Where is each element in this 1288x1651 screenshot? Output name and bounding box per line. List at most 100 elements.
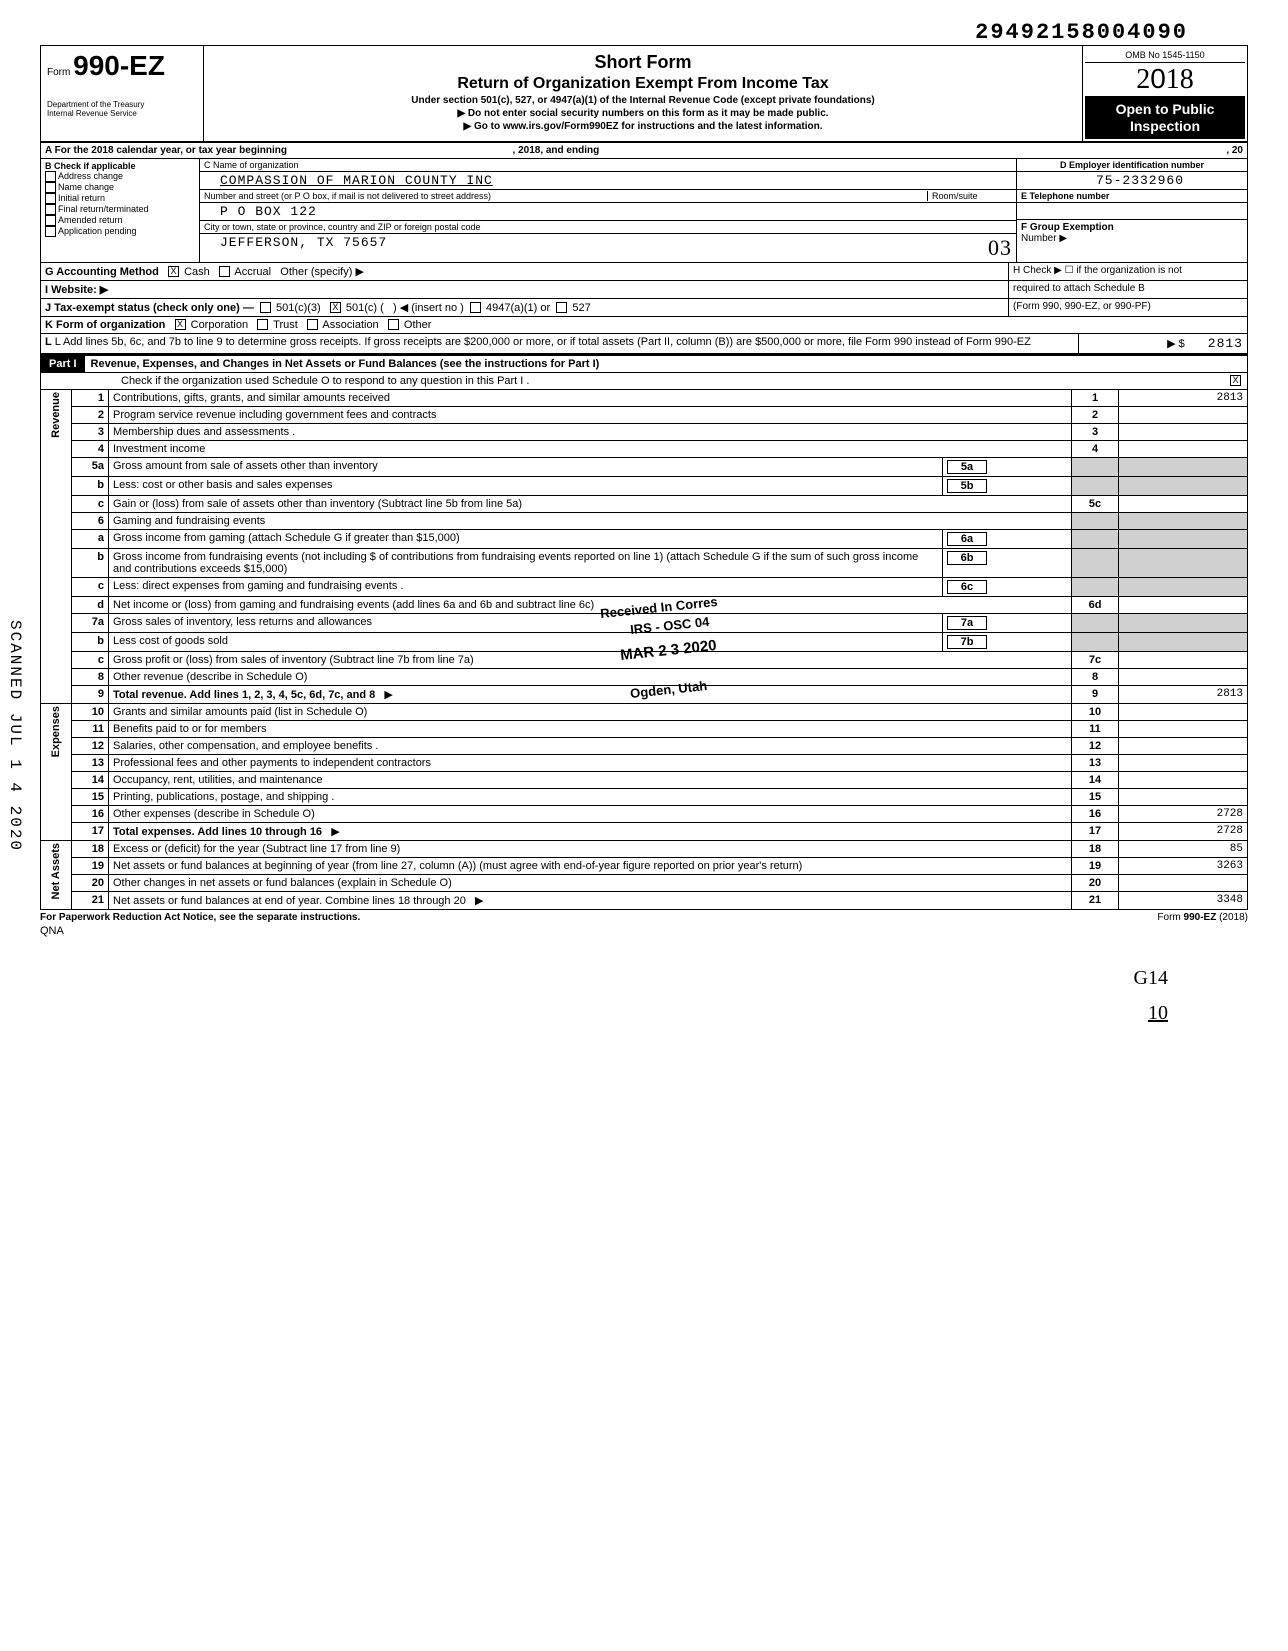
form-ref: Form 990-EZ (2018)	[1157, 912, 1248, 923]
open-to-public: Open to Public	[1087, 101, 1243, 118]
line-box: 18	[1072, 840, 1119, 857]
b-heading: B Check if applicable	[45, 161, 136, 171]
footer: For Paperwork Reduction Act Notice, see …	[40, 910, 1248, 925]
line-amt: 2728	[1119, 805, 1248, 822]
chk-assoc[interactable]	[307, 319, 318, 330]
line-num: 14	[72, 771, 109, 788]
g-label: G Accounting Method	[45, 266, 159, 278]
line-desc: Less: direct expenses from gaming and fu…	[109, 577, 943, 596]
line-desc: Printing, publications, postage, and shi…	[109, 788, 1072, 805]
line-box: 13	[1072, 754, 1119, 771]
line-a: A For the 2018 calendar year, or tax yea…	[40, 143, 1248, 159]
ein-value: 75-2332960	[1017, 172, 1247, 190]
org-name: COMPASSION OF MARION COUNTY INC	[200, 172, 1016, 190]
chk-amended[interactable]	[45, 215, 56, 226]
line-desc: Gross income from gaming (attach Schedul…	[109, 529, 943, 548]
qna: QNA	[40, 925, 1248, 937]
form-header: Form 990-EZ Department of the Treasury I…	[40, 45, 1248, 143]
chk-address[interactable]	[45, 171, 56, 182]
chk-4947[interactable]	[470, 302, 481, 313]
line-amt	[1119, 771, 1248, 788]
chk-schedo[interactable]: X	[1230, 375, 1241, 386]
chk-other[interactable]	[388, 319, 399, 330]
line-a-mid: , 2018, and ending	[513, 145, 600, 156]
line-amt	[1119, 668, 1248, 685]
line-num: 4	[72, 440, 109, 457]
line-desc: Occupancy, rent, utilities, and maintena…	[109, 771, 1072, 788]
shade	[1119, 457, 1248, 476]
dept-label: Department of the Treasury Internal Reve…	[47, 100, 197, 118]
line-amt: 85	[1119, 840, 1248, 857]
line-amt	[1119, 788, 1248, 805]
line-num: 13	[72, 754, 109, 771]
line-amt	[1119, 495, 1248, 512]
line-amt	[1119, 874, 1248, 891]
line-g-h: G Accounting Method X Cash Accrual Other…	[40, 263, 1248, 281]
line-desc: Net assets or fund balances at beginning…	[109, 857, 1072, 874]
line-amt	[1119, 651, 1248, 668]
form-prefix: Form	[47, 67, 70, 78]
line-box: 2	[1072, 406, 1119, 423]
netassets-section: Net Assets	[41, 840, 72, 909]
j-4947: 4947(a)(1) or	[486, 302, 550, 314]
chk-cash[interactable]: X	[168, 266, 179, 277]
line-amt	[1119, 440, 1248, 457]
chk-trust[interactable]	[257, 319, 268, 330]
line-num: 10	[72, 703, 109, 720]
shade	[1119, 476, 1248, 495]
g-cash: Cash	[184, 266, 210, 278]
j-527: 527	[572, 302, 590, 314]
line-num: b	[72, 548, 109, 577]
mini-box: 7b	[947, 635, 987, 649]
line-box: 20	[1072, 874, 1119, 891]
line-num: c	[72, 651, 109, 668]
line-num: 19	[72, 857, 109, 874]
shade	[1072, 632, 1119, 651]
chk-501c[interactable]: X	[330, 302, 341, 313]
line-num: 12	[72, 737, 109, 754]
shade	[1119, 548, 1248, 577]
line-num: 20	[72, 874, 109, 891]
line-desc: Other changes in net assets or fund bala…	[109, 874, 1072, 891]
sub-ssn-warning: ▶ Do not enter social security numbers o…	[210, 108, 1076, 119]
line-num: b	[72, 632, 109, 651]
line-a-begin: A For the 2018 calendar year, or tax yea…	[45, 145, 287, 156]
line-desc: Less: cost or other basis and sales expe…	[109, 476, 943, 495]
f-label: F Group Exemption	[1021, 222, 1114, 233]
chk-pending[interactable]	[45, 226, 56, 237]
chk-initial[interactable]	[45, 193, 56, 204]
b-pending: Application pending	[58, 226, 137, 236]
line-desc: Total revenue. Add lines 1, 2, 3, 4, 5c,…	[113, 689, 375, 701]
line-desc: Gaming and fundraising events	[109, 512, 1072, 529]
part1-title: Revenue, Expenses, and Changes in Net As…	[85, 356, 1247, 372]
line-num: 1	[72, 390, 109, 407]
chk-name[interactable]	[45, 182, 56, 193]
line-num: 18	[72, 840, 109, 857]
chk-accrual[interactable]	[219, 266, 230, 277]
chk-final[interactable]	[45, 204, 56, 215]
c-label: C Name of organization	[204, 160, 299, 170]
line-amt: 3263	[1119, 857, 1248, 874]
line-num: c	[72, 495, 109, 512]
title-return: Return of Organization Exempt From Incom…	[210, 75, 1076, 93]
line-desc: Net income or (loss) from gaming and fun…	[109, 596, 1072, 613]
line-desc: Gross profit or (loss) from sales of inv…	[109, 651, 1072, 668]
mini-box: 6b	[947, 551, 987, 565]
chk-corp[interactable]: X	[175, 319, 186, 330]
street-value: P O BOX 122	[200, 203, 1016, 221]
line-desc: Total expenses. Add lines 10 through 16	[113, 826, 322, 838]
line-box: 4	[1072, 440, 1119, 457]
sub-section: Under section 501(c), 527, or 4947(a)(1)…	[210, 95, 1076, 106]
chk-501c3[interactable]	[260, 302, 271, 313]
k-trust: Trust	[273, 319, 298, 331]
scanned-stamp: SCANNED JUL 1 4 2020	[6, 620, 24, 852]
shade	[1119, 632, 1248, 651]
line-box: 17	[1072, 822, 1119, 840]
line-box: 12	[1072, 737, 1119, 754]
line-desc: Other revenue (describe in Schedule O)	[109, 668, 1072, 685]
line-amt	[1119, 737, 1248, 754]
chk-527[interactable]	[556, 302, 567, 313]
line-amt	[1119, 720, 1248, 737]
mini-box: 5a	[947, 460, 987, 474]
i-label: I Website: ▶	[45, 284, 108, 296]
